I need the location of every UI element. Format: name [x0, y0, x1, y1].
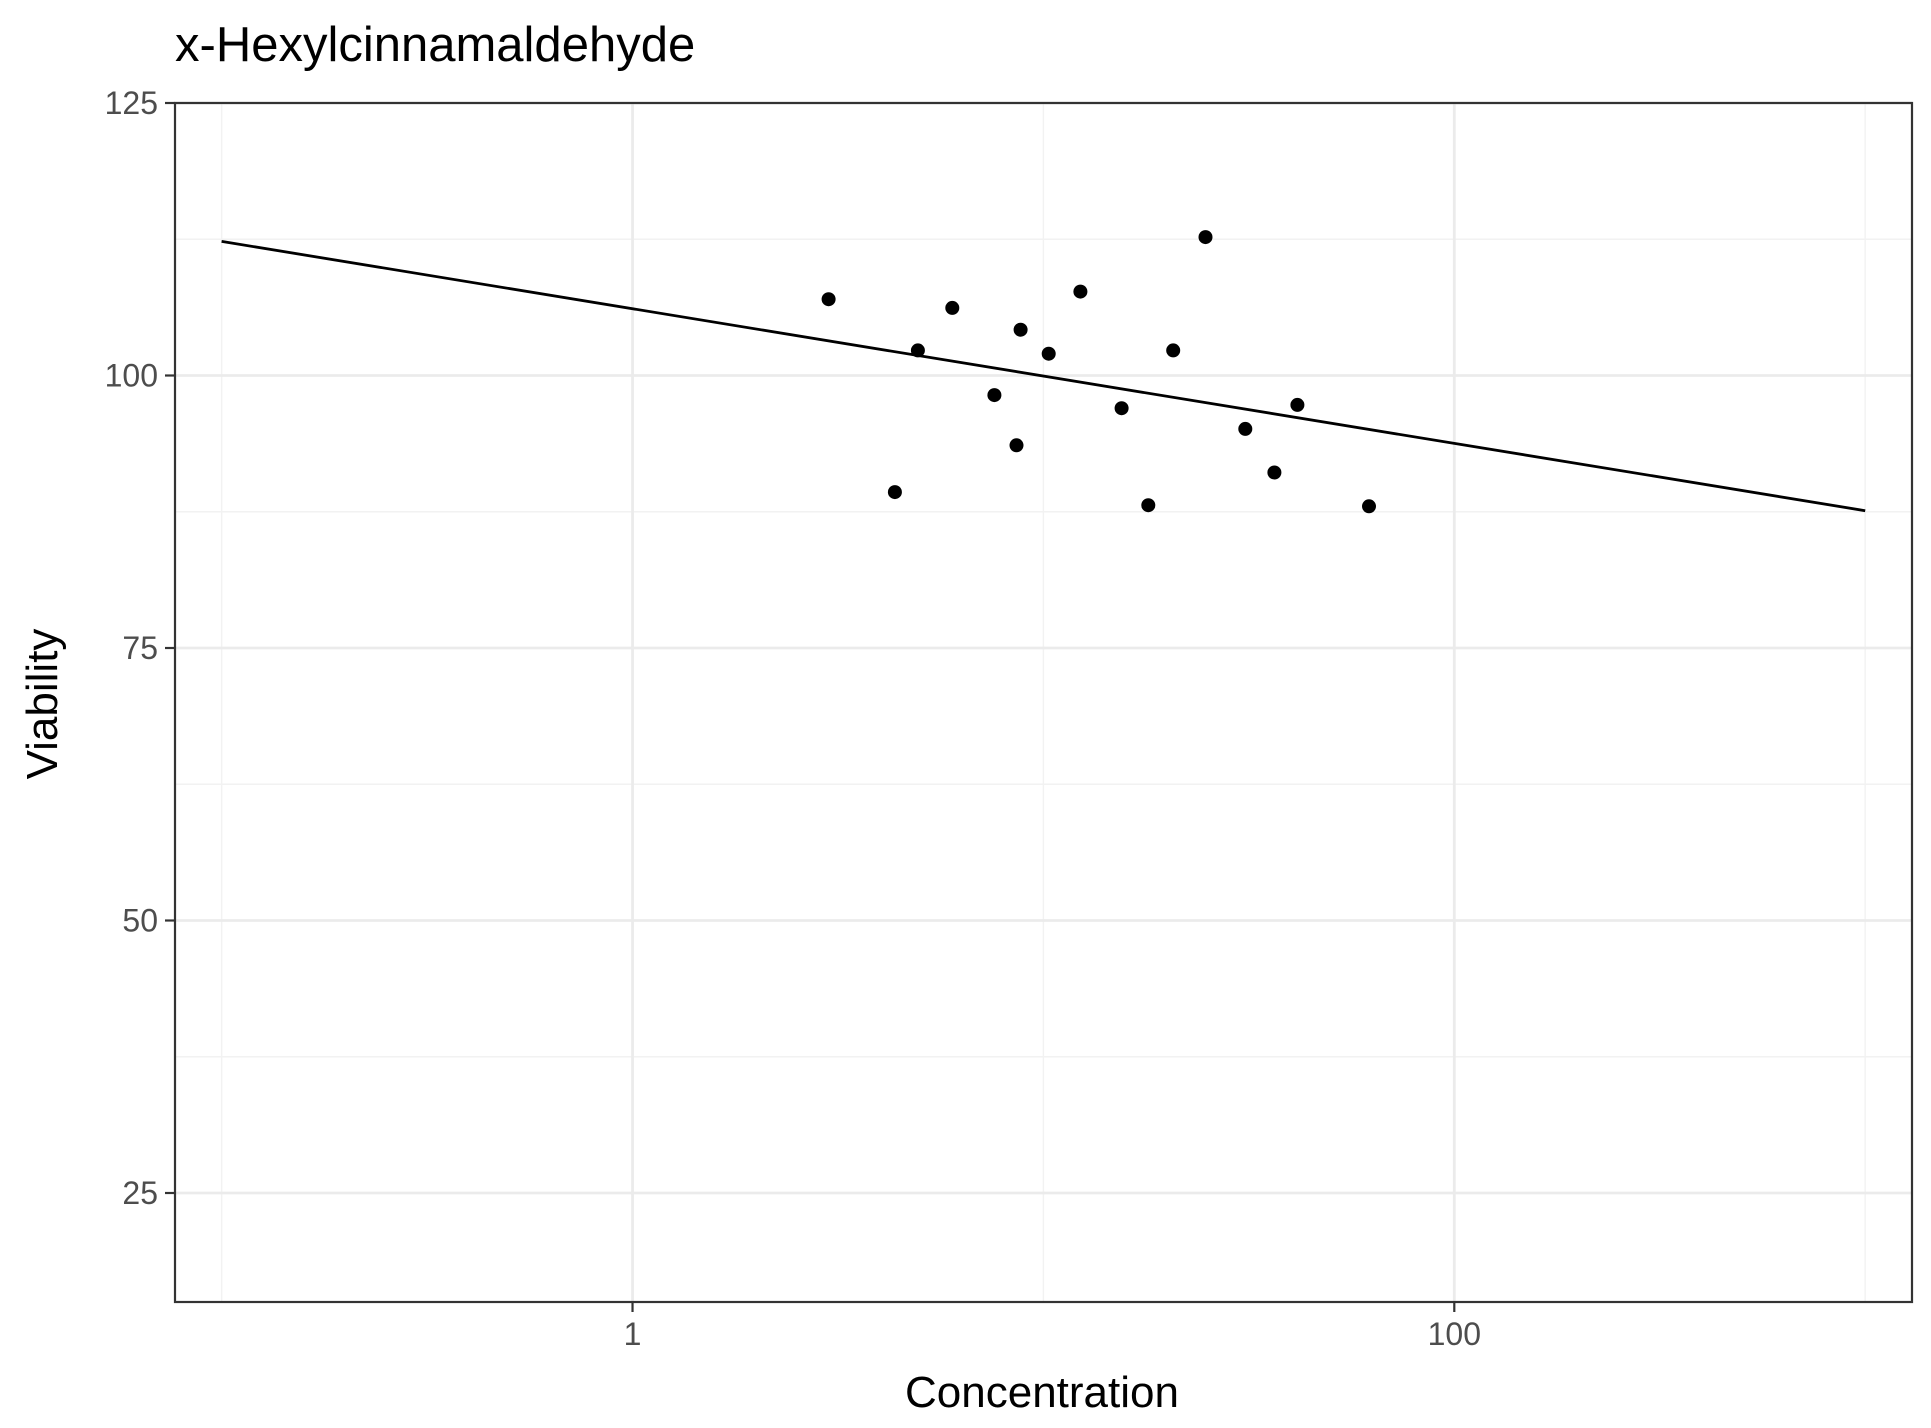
data-point — [1267, 465, 1282, 480]
y-tick-label: 100 — [105, 358, 158, 394]
data-point — [1013, 322, 1028, 337]
data-point — [1009, 438, 1024, 453]
tick-labels: 1 100 25 50 75 100 125 — [105, 85, 1481, 1352]
y-tick-label: 75 — [122, 630, 158, 666]
data-point — [1166, 343, 1181, 358]
data-point — [1362, 499, 1376, 514]
y-tick-label: 25 — [122, 1175, 158, 1211]
y-tick-label: 125 — [105, 85, 158, 121]
y-tick-label: 50 — [122, 903, 158, 939]
chart-title: x-Hexylcinnamaldehyde — [175, 18, 695, 72]
y-axis-title: Viability — [18, 629, 67, 780]
data-point — [1238, 421, 1253, 436]
minor-gridlines — [175, 103, 1912, 1302]
data-points-layer — [821, 230, 1376, 514]
data-point — [821, 292, 836, 307]
data-point — [945, 300, 960, 315]
panel-border — [173, 101, 1914, 1304]
x-tick-label: 100 — [1428, 1316, 1481, 1352]
data-point — [987, 388, 1002, 403]
axis-ticks — [165, 101, 1456, 1312]
x-axis-title: Concentration — [905, 1368, 1179, 1417]
data-point — [1198, 230, 1213, 245]
data-point — [1141, 498, 1156, 513]
fit-line-layer — [221, 240, 1866, 513]
data-point — [887, 485, 902, 500]
data-point — [1073, 284, 1088, 299]
data-point — [910, 343, 925, 358]
x-tick-label: 1 — [624, 1316, 642, 1352]
data-point — [1041, 346, 1056, 361]
fit-line — [221, 240, 1866, 513]
data-point — [1290, 397, 1305, 412]
data-point — [1114, 401, 1129, 416]
